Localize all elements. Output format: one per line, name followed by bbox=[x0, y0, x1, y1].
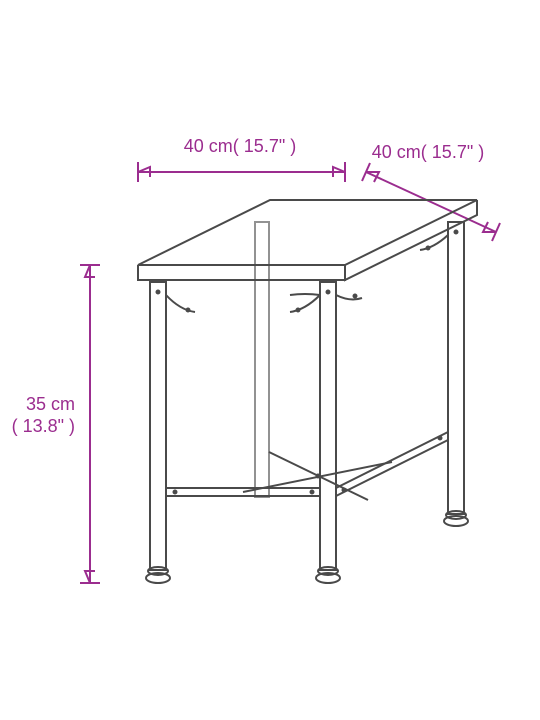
diagram-container: 40 cm( 15.7" ) 40 cm( 15.7" ) 35 cm ( 13… bbox=[0, 0, 540, 720]
tabletop-front-edge bbox=[138, 265, 345, 280]
leg-fr-col bbox=[320, 282, 336, 570]
sbolt-3 bbox=[342, 488, 346, 492]
leg-bl-col bbox=[255, 222, 269, 497]
dim-height: 35 cm ( 13.8" ) bbox=[12, 265, 100, 583]
dim-width-cm: 40 cm bbox=[184, 136, 233, 156]
sbolt-2 bbox=[310, 490, 314, 494]
leg-front-left bbox=[146, 282, 170, 583]
dim-width-in: ( 15.7" ) bbox=[233, 136, 296, 156]
leg-br-pad bbox=[444, 516, 468, 526]
dim-height-text-in: ( 13.8" ) bbox=[12, 416, 75, 436]
bolt-7 bbox=[454, 230, 458, 234]
legs bbox=[146, 222, 468, 583]
bolt-6 bbox=[426, 246, 430, 250]
bracket-fr-r bbox=[336, 295, 362, 299]
dim-height-text-cm: 35 cm bbox=[26, 394, 75, 414]
dim-depth-cm: 40 cm bbox=[372, 142, 421, 162]
stretcher-side-b bbox=[336, 440, 448, 496]
leg-back-left bbox=[255, 222, 269, 497]
corner-brackets bbox=[156, 230, 458, 312]
dim-width-text: 40 cm( 15.7" ) bbox=[184, 136, 296, 156]
sbolt-5 bbox=[316, 474, 320, 478]
sbolt-4 bbox=[438, 436, 442, 440]
bolt-3 bbox=[296, 308, 300, 312]
bracket-fr-l bbox=[290, 294, 320, 295]
sbolt-1 bbox=[173, 490, 177, 494]
bolt-5 bbox=[353, 294, 357, 298]
tabletop-side-edge bbox=[345, 200, 477, 280]
tabletop bbox=[138, 200, 477, 280]
stretcher-side bbox=[336, 432, 448, 488]
bolt-4 bbox=[326, 290, 330, 294]
bracket-fl-r bbox=[166, 295, 195, 312]
leg-fl-col bbox=[150, 282, 166, 570]
technical-drawing-svg: 40 cm( 15.7" ) 40 cm( 15.7" ) 35 cm ( 13… bbox=[0, 0, 540, 720]
table-drawing bbox=[138, 200, 477, 583]
bolt-1 bbox=[156, 290, 160, 294]
dim-depth-in: ( 15.7" ) bbox=[421, 142, 484, 162]
bolt-2 bbox=[186, 308, 190, 312]
tabletop-face bbox=[138, 200, 477, 265]
dim-depth: 40 cm( 15.7" ) bbox=[362, 142, 500, 241]
dim-depth-text: 40 cm( 15.7" ) bbox=[372, 142, 484, 162]
leg-br-col bbox=[448, 222, 464, 514]
leg-back-right bbox=[444, 222, 468, 526]
cross-stretchers bbox=[166, 432, 448, 500]
bracket-fr-l2 bbox=[290, 295, 320, 312]
dim-width: 40 cm( 15.7" ) bbox=[138, 136, 345, 182]
leg-front-right bbox=[316, 282, 340, 583]
